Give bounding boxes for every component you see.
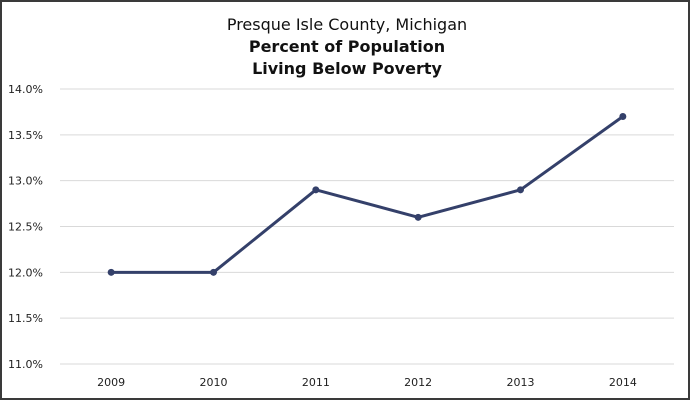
chart-subtitle-line-1: Percent of Population bbox=[248, 37, 446, 56]
y-tick-label: 13.0% bbox=[8, 175, 43, 188]
y-tick-label: 11.0% bbox=[8, 358, 43, 371]
data-point bbox=[210, 268, 217, 276]
data-point bbox=[312, 186, 320, 194]
x-tick-label: 2012 bbox=[404, 376, 432, 389]
y-tick-label: 14.0% bbox=[8, 83, 43, 96]
data-point bbox=[107, 268, 115, 276]
x-tick-label: 2011 bbox=[302, 376, 330, 389]
x-tick-label: 2009 bbox=[97, 376, 125, 389]
y-tick-label: 12.5% bbox=[8, 221, 43, 234]
chart-title: Presque Isle County, Michigan bbox=[226, 15, 468, 34]
x-tick-label: 2010 bbox=[200, 376, 228, 389]
series-line bbox=[111, 115, 624, 274]
x-tick-label: 2014 bbox=[609, 376, 637, 389]
data-point bbox=[619, 113, 627, 120]
chart-title-block: Presque Isle County, Michigan Percent of… bbox=[2, 14, 688, 80]
y-tick-label: 12.0% bbox=[8, 266, 43, 279]
x-tick-label: 2013 bbox=[507, 376, 535, 389]
data-point bbox=[414, 213, 422, 221]
data-point bbox=[517, 186, 524, 194]
y-tick-label: 11.5% bbox=[8, 312, 43, 325]
y-tick-label: 13.5% bbox=[8, 129, 43, 142]
chart-subtitle-line-2: Living Below Poverty bbox=[252, 59, 442, 78]
